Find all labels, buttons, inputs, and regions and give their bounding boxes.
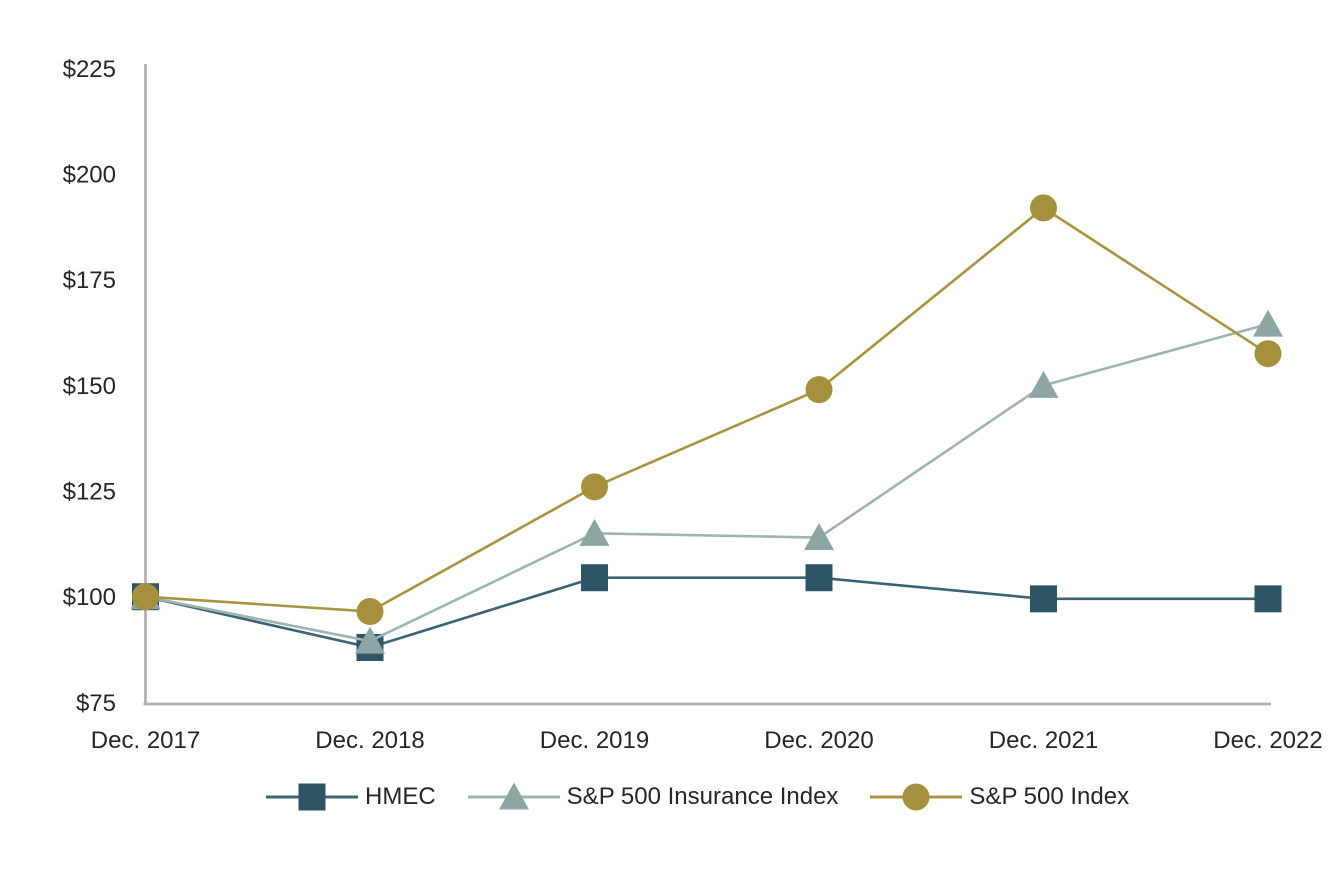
- sp500-index-circle-icon: [870, 783, 963, 811]
- square-marker: [805, 564, 833, 592]
- legend-item-sp500-index: S&P 500 Index: [870, 778, 1129, 816]
- series-line-2: [145, 206, 1269, 613]
- square-marker: [1030, 585, 1057, 613]
- x-tick-label: Dec. 2022: [1213, 727, 1322, 754]
- y-tick-label: $200: [63, 162, 116, 189]
- triangle-marker: [579, 518, 610, 546]
- square-marker: [581, 564, 608, 592]
- circle-marker: [356, 598, 384, 626]
- y-tick-label: $175: [63, 267, 116, 294]
- square-marker: [298, 783, 326, 811]
- y-tick-label: $150: [63, 373, 116, 400]
- circle-marker: [902, 783, 930, 811]
- circle-marker: [581, 473, 608, 501]
- x-tick-label: Dec. 2018: [315, 727, 424, 754]
- triangle-marker: [1253, 309, 1283, 337]
- square-marker: [1254, 585, 1282, 613]
- y-tick-label: $75: [76, 690, 116, 717]
- legend-item-insurance-index: S&P 500 Insurance Index: [467, 778, 839, 816]
- x-tick-label: Dec. 2019: [540, 727, 649, 754]
- insurance-index-triangle-icon: [467, 782, 560, 810]
- x-tick-label: Dec. 2020: [764, 727, 873, 754]
- x-tick-label: Dec. 2017: [91, 727, 200, 754]
- legend-label-hmec: HMEC: [365, 783, 436, 810]
- legend-label-sp500-index: S&P 500 Index: [969, 783, 1130, 810]
- hmec-square-icon: [266, 783, 358, 811]
- chart-legend: HMEC S&P 500 Insurance Index S&P 500 Ind…: [266, 778, 1129, 816]
- circle-marker: [132, 583, 159, 611]
- y-tick-label: $225: [63, 56, 116, 83]
- triangle-marker: [498, 782, 529, 810]
- series-line-0: [145, 576, 1268, 649]
- y-tick-label: $125: [63, 479, 116, 506]
- y-tick-label: $100: [63, 584, 116, 611]
- series-line-1: [145, 322, 1269, 643]
- triangle-marker: [804, 523, 834, 551]
- triangle-marker: [1028, 370, 1059, 398]
- circle-marker: [1030, 194, 1057, 222]
- circle-marker: [1254, 340, 1282, 368]
- circle-marker: [805, 376, 833, 404]
- legend-item-hmec: HMEC: [266, 778, 436, 816]
- triangle-marker: [355, 626, 385, 654]
- x-tick-label: Dec. 2021: [989, 727, 1098, 754]
- legend-label-insurance-index: S&P 500 Insurance Index: [566, 783, 839, 810]
